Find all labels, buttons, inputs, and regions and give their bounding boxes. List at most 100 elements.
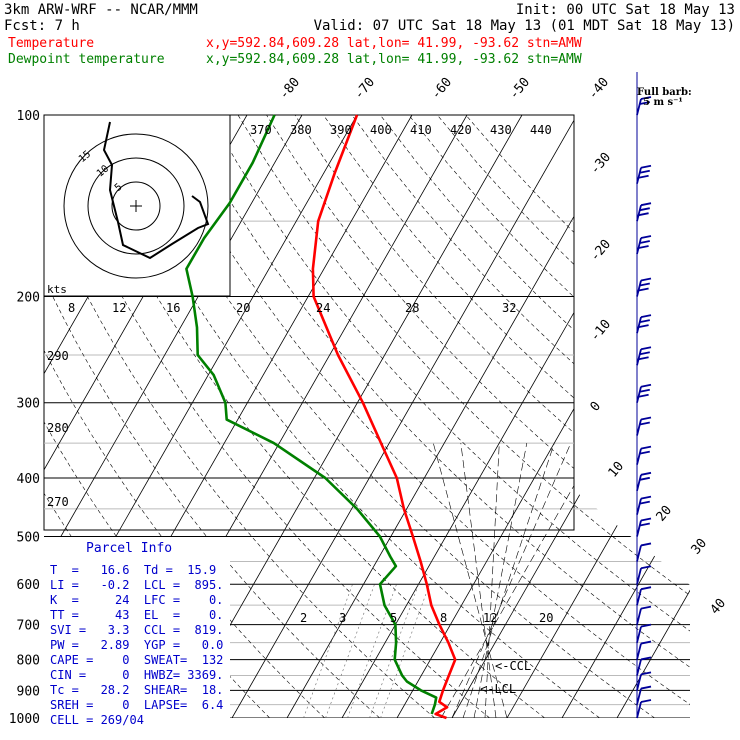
moist-adiabat	[473, 443, 528, 718]
dewpoint-station-info: x,y=592.84,609.28 lat,lon= 41.99, -93.62…	[206, 52, 582, 67]
isotherm-label: 20	[654, 503, 676, 525]
hodograph-speed-label: 28	[405, 301, 419, 315]
wind-barb-flag	[639, 500, 650, 505]
wind-barb-flag	[640, 416, 652, 421]
dry-adiabat	[465, 115, 690, 718]
dry-adiabat	[323, 115, 690, 718]
wind-barb-flag	[640, 671, 652, 676]
wind-barb-flag	[638, 393, 649, 398]
wind-barb	[636, 416, 652, 436]
isotherm-label: -70	[352, 75, 379, 103]
dry-adiabat	[351, 115, 690, 718]
parcel-info-row: SREH = 0 LAPSE= 6.4	[50, 698, 223, 712]
hodograph-speed-label: 12	[112, 301, 126, 315]
wind-barb	[636, 314, 652, 334]
wind-barb-flag	[639, 240, 650, 244]
theta-labels: 370 380 390 400 410 420 430 440 290 280 270	[47, 123, 552, 509]
hodograph-ring	[63, 133, 209, 279]
wind-barb-flag	[639, 522, 650, 527]
isotherm-line	[231, 115, 578, 718]
wind-barb-flag	[639, 351, 650, 356]
wind-barb-staff	[636, 237, 642, 255]
wind-barb-staff	[636, 167, 642, 184]
isotherm-label: -80	[277, 75, 304, 103]
theta-label: 430	[490, 123, 512, 137]
parcel-info-row: TT = 43 EL = 0.	[50, 608, 223, 622]
dry-adiabat	[209, 115, 690, 718]
pressure-tick-label: 500	[17, 530, 40, 545]
temperature-station-info: x,y=592.84,609.28 lat,lon= 41.99, -93.62…	[206, 36, 582, 51]
wind-barb-staff	[636, 626, 642, 643]
legend-dewpoint: Dewpoint temperature	[8, 52, 165, 67]
wind-barb-staff	[636, 701, 642, 719]
hodograph-speed-label: 20	[236, 301, 250, 315]
moist-adiabat	[484, 443, 500, 718]
isotherm-line	[396, 115, 690, 718]
parcel-info-row: CELL = 269/04	[50, 713, 144, 727]
wind-barb-staff	[636, 688, 642, 705]
wind-barb-flag	[640, 623, 652, 628]
dry-adiabat	[44, 115, 435, 718]
wind-barb-flag	[638, 212, 649, 217]
dry-adiabat	[180, 115, 690, 718]
dewpoint-profile	[185, 114, 438, 715]
pressure-tick-label: 600	[17, 578, 40, 593]
wind-barb-flag	[640, 640, 652, 645]
wind-barb-staff	[636, 608, 642, 625]
parcel-info-panel: Parcel Info	[44, 537, 230, 727]
pressure-tick-label: 1000	[9, 712, 40, 727]
moist-adiabat	[433, 443, 508, 718]
hodograph-ring-label: 5	[113, 182, 125, 194]
moist-adiabat	[440, 442, 599, 718]
wind-barb	[636, 605, 652, 625]
forecast-hour: Fcst: 7 h	[4, 18, 80, 34]
dry-adiabat	[95, 115, 600, 718]
wind-barb-staff	[636, 545, 642, 562]
pressure-tick-label: 900	[17, 684, 40, 699]
wind-barb-flag	[639, 421, 650, 426]
parcel-info-row: CIN = 0 HWBZ= 3369.	[50, 668, 223, 682]
wind-barb-staff	[636, 520, 642, 537]
wind-barb	[636, 471, 652, 492]
parcel-info-row: CAPE = 0 SWEAT= 132	[50, 653, 223, 667]
wind-barb-flag	[640, 445, 652, 450]
hodograph-speed-label: 24	[316, 301, 330, 315]
legend-temperature: Temperature	[8, 36, 94, 51]
wind-barb	[636, 495, 652, 515]
isotherm-line	[176, 115, 523, 718]
wind-barb-staff	[636, 659, 642, 676]
wind-barb	[636, 640, 652, 660]
init-time: Init: 00 UTC Sat 18 May 13	[516, 2, 735, 18]
wind-barb-flag	[639, 388, 650, 393]
wind-barb-staff	[636, 588, 642, 606]
wind-barb-staff	[636, 280, 642, 297]
isotherm-label: 0	[588, 399, 605, 415]
wind-barb	[636, 586, 652, 606]
pressure-tick-label: 200	[17, 291, 40, 306]
lcl-marker: <-LCL	[480, 682, 516, 696]
hodograph-speed-label: 8	[68, 301, 75, 315]
header: 3km ARW-WRF -- NCAR/MMM Init: 00 UTC Sat…	[4, 2, 735, 67]
wind-barb	[636, 685, 652, 705]
mixing-ratio-label: 8	[440, 611, 447, 625]
mixing-ratio-line	[347, 584, 397, 718]
isotherm-line	[44, 115, 303, 718]
wind-barb-flag	[640, 495, 652, 500]
wind-barb	[636, 542, 652, 562]
wind-barb-flag	[639, 282, 650, 287]
wind-barb	[636, 235, 652, 255]
isotherm-line	[286, 115, 633, 718]
isotherm-label: 30	[689, 536, 711, 558]
isotherm-label: -40	[586, 75, 613, 103]
parcel-info-row: Tc = 28.2 SHEAR= 18.	[50, 683, 223, 697]
hodograph-trace	[102, 121, 210, 260]
wind-barb-staff	[636, 386, 642, 403]
kts-label: kts	[47, 283, 67, 296]
wind-barb-flag	[638, 245, 649, 249]
isotherm-label: -50	[507, 75, 534, 103]
sounding-profiles	[185, 114, 457, 720]
wind-barb-flag	[640, 542, 652, 547]
wind-barb-flag	[638, 356, 649, 361]
isotherm-label: -20	[588, 237, 615, 265]
